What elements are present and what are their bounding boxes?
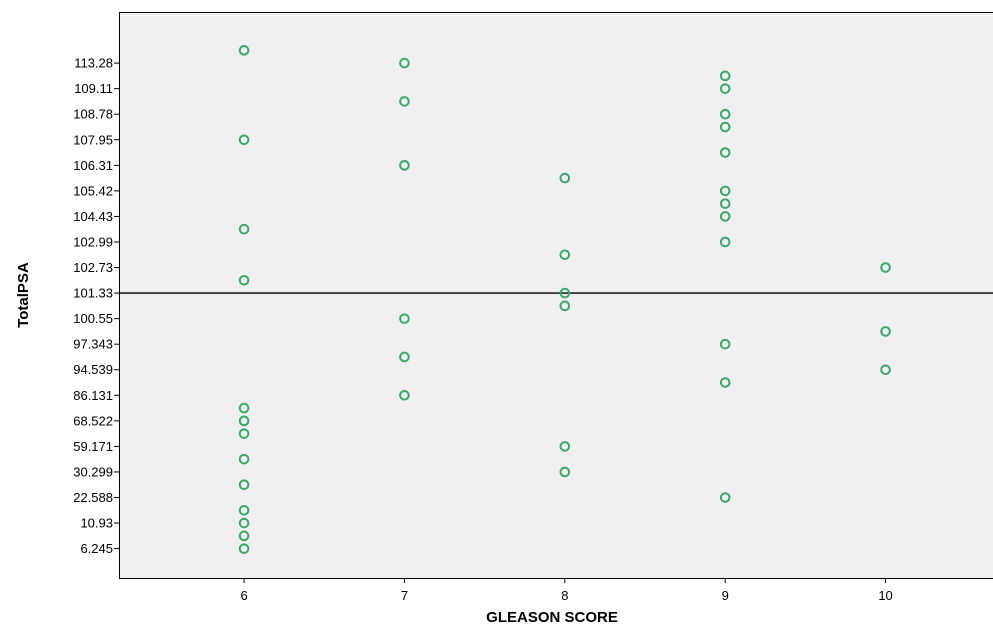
y-tick-label: 102.73 (73, 260, 113, 275)
y-tick-label: 108.78 (73, 107, 113, 122)
data-point (719, 83, 731, 94)
data-point (238, 402, 250, 414)
x-tick-label: 6 (240, 588, 247, 603)
data-point (238, 428, 250, 439)
x-axis: 6 7 8 9 10 (240, 578, 893, 603)
data-point (399, 313, 410, 324)
x-tick-label: 7 (401, 588, 408, 603)
plot-frame (119, 12, 993, 579)
y-tick-label: 59.171 (73, 439, 113, 454)
data-point (238, 517, 250, 529)
y-tick-label: 102.99 (73, 234, 113, 249)
data-point (399, 57, 410, 69)
plot-area (119, 12, 993, 578)
data-point (719, 121, 731, 133)
x-axis-title: GLEASON SCORE (486, 609, 618, 626)
y-tick-label: 106.31 (73, 158, 113, 173)
x-tick-label: 9 (722, 588, 729, 603)
data-point (880, 326, 891, 337)
data-point (719, 236, 731, 248)
y-tick-label: 100.55 (73, 311, 113, 326)
data-point (559, 441, 571, 452)
y-tick-label: 22.588 (73, 490, 113, 505)
data-point (719, 492, 731, 503)
data-point (719, 338, 731, 350)
y-tick-label: 94.539 (73, 362, 113, 377)
y-tick-label: 30.299 (73, 464, 113, 479)
data-point (238, 134, 250, 146)
y-tick-label: 105.42 (73, 183, 113, 198)
data-point (559, 466, 571, 478)
data-point (399, 160, 410, 171)
data-point (238, 415, 250, 427)
y-tick-label: 6.245 (80, 541, 113, 556)
data-point (399, 351, 410, 363)
data-point (238, 479, 250, 491)
data-point (719, 108, 731, 120)
data-point (238, 504, 250, 516)
data-point (719, 185, 731, 197)
data-point (719, 377, 731, 388)
data-point (399, 389, 410, 401)
y-tick-label: 86.131 (73, 388, 113, 403)
data-point (238, 530, 250, 542)
data-point (559, 249, 571, 261)
y-tick-label: 109.11 (74, 81, 113, 96)
data-points (238, 45, 891, 554)
y-tick-label: 113.28 (74, 56, 113, 71)
data-point (719, 70, 731, 82)
x-tick-label: 8 (561, 588, 568, 603)
y-tick-label: 68.522 (73, 413, 113, 428)
data-point (880, 364, 891, 376)
data-point (238, 543, 250, 554)
y-tick-label: 104.43 (73, 209, 113, 224)
y-tick-label: 10.93 (80, 516, 113, 531)
data-point (559, 300, 571, 312)
data-point (719, 211, 731, 222)
y-tick-label: 97.343 (73, 337, 113, 352)
y-axis: 113.28 109.11 108.78 107.95 106.31 105.42 104.… (73, 56, 119, 556)
data-point (880, 262, 891, 273)
data-point (559, 287, 571, 299)
x-tick-label: 10 (878, 588, 892, 603)
data-point (238, 45, 250, 56)
data-point (238, 275, 250, 286)
data-point (238, 453, 250, 465)
data-point (719, 147, 731, 158)
data-point (399, 96, 410, 107)
y-axis-title: TotalPSA (15, 262, 32, 328)
data-point (719, 198, 731, 209)
y-tick-label: 101.33 (73, 286, 113, 301)
y-tick-label: 107.95 (73, 132, 113, 147)
data-point (238, 223, 250, 235)
data-point (559, 172, 571, 184)
